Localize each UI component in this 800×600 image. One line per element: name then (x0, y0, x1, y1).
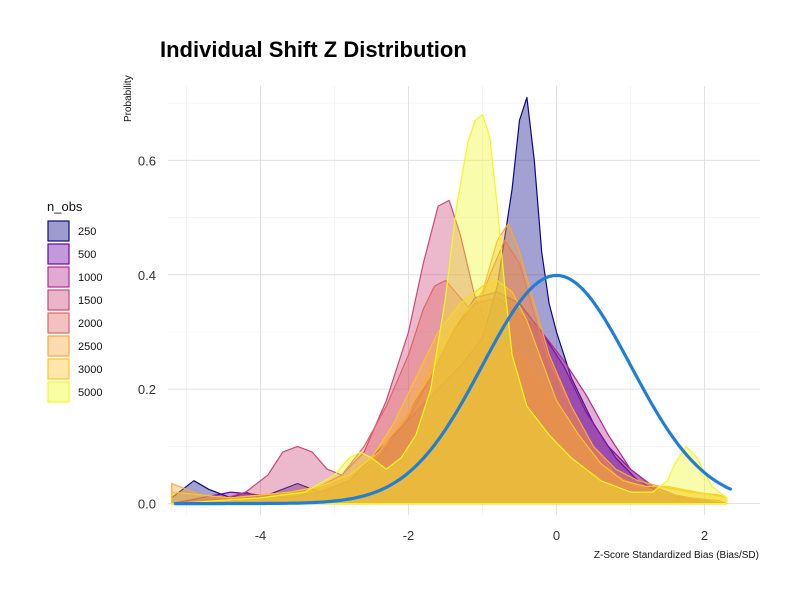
x-tick-label: -4 (255, 528, 267, 543)
density-area-5000 (171, 114, 728, 505)
legend-label-1000: 1000 (78, 272, 102, 284)
legend-swatch-500 (47, 243, 70, 265)
legend-label-3000: 3000 (78, 364, 102, 376)
legend-swatch-3000 (47, 358, 70, 380)
x-tick-labels: -4 -2 0 2 (255, 528, 708, 543)
legend-swatch-1000 (47, 266, 70, 288)
y-tick-labels: 0.0 0.2 0.4 0.6 (138, 153, 156, 511)
legend-label-5000: 5000 (78, 387, 102, 399)
reference-curve-layer (173, 273, 732, 506)
legend-swatch-2000 (47, 312, 70, 334)
density-area-2000 (171, 239, 728, 505)
normal-reference-curve (173, 273, 732, 506)
y-tick-label: 0.6 (138, 153, 156, 168)
legend-label-500: 500 (78, 249, 96, 261)
density-area-3000 (171, 279, 728, 505)
legend-title: n_obs (47, 199, 83, 214)
legend: n_obs 250 500 1000 1500 2000 2500 3000 5000 (47, 199, 102, 403)
y-tick-label: 0.4 (138, 268, 156, 283)
legend-label-2500: 2500 (78, 341, 102, 353)
legend-label-2000: 2000 (78, 318, 102, 330)
x-tick-label: 2 (701, 528, 708, 543)
legend-swatch-250 (47, 220, 70, 242)
x-axis-label: Z-Score Standardized Bias (Bias/SD) (594, 550, 759, 561)
chart-title: Individual Shift Z Distribution (160, 37, 467, 62)
y-axis-label: Probability (123, 75, 134, 122)
x-tick-label: 0 (553, 528, 560, 543)
legend-swatch-5000 (47, 381, 70, 403)
minor-gridlines (168, 86, 760, 515)
y-tick-label: 0.2 (138, 382, 156, 397)
legend-label-250: 250 (78, 226, 96, 238)
legend-swatch-1500 (47, 289, 70, 311)
density-areas (171, 96, 728, 505)
x-tick-label: -2 (403, 528, 415, 543)
legend-swatch-2500 (47, 335, 70, 357)
legend-label-1500: 1500 (78, 295, 102, 307)
y-tick-label: 0.0 (138, 497, 156, 512)
